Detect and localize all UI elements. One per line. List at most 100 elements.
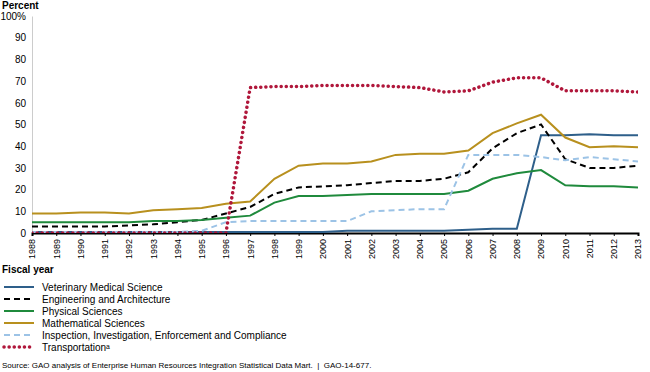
legend: Veterinary Medical ScienceEngineering an… <box>4 282 287 353</box>
plot-area: 0102030405060708090100%19881989199019911… <box>0 11 643 259</box>
x-tick-label: 1998 <box>270 239 280 259</box>
y-tick-label: 70 <box>15 76 27 87</box>
y-tick-label: 90 <box>15 32 27 43</box>
x-tick: 2011 <box>585 233 595 258</box>
legend-swatch <box>4 310 34 312</box>
legend-item: Engineering and Architecture <box>4 294 171 305</box>
series-line <box>32 78 638 233</box>
x-tick-label: 2005 <box>439 239 449 259</box>
x-tick: 2001 <box>343 233 353 259</box>
x-tick: 2013 <box>633 233 643 259</box>
y-tick-label: 20 <box>15 184 27 195</box>
y-tick-label: 50 <box>15 119 27 130</box>
x-tick-label: 1997 <box>246 239 256 259</box>
y-tick-label: 0 <box>20 228 26 239</box>
x-axis-title: Fiscal year <box>2 264 54 275</box>
y-tick: 20 <box>15 184 32 195</box>
x-tick: 2003 <box>391 233 401 259</box>
legend-label: Engineering and Architecture <box>42 294 171 305</box>
x-tick-label: 2004 <box>415 239 425 259</box>
x-tick-label: 2008 <box>512 239 522 259</box>
x-tick-mark <box>347 233 348 236</box>
y-axis-title: Percent <box>2 0 39 11</box>
x-tick-mark <box>396 233 397 236</box>
y-tick: 60 <box>15 98 32 109</box>
y-tick: 40 <box>15 141 32 152</box>
x-tick-label: 1993 <box>149 239 159 259</box>
y-tick-label: 100% <box>0 11 26 22</box>
series-line <box>32 170 638 222</box>
legend-label: Mathematical Sciences <box>42 318 145 329</box>
legend-item: Mathematical Sciences <box>4 318 145 329</box>
legend-swatch <box>4 298 34 300</box>
x-tick-mark <box>541 233 542 236</box>
x-tick: 2010 <box>561 233 571 259</box>
x-tick-mark <box>274 233 275 236</box>
x-tick-label: 2003 <box>391 239 401 259</box>
x-tick-label: 2000 <box>318 239 328 259</box>
x-tick: 2007 <box>488 233 498 259</box>
x-tick-label: 2001 <box>343 239 353 259</box>
x-tick: 1991 <box>100 233 110 259</box>
x-tick: 1993 <box>149 233 159 259</box>
x-tick-label: 1989 <box>52 239 62 259</box>
x-tick-label: 2007 <box>488 239 498 259</box>
legend-swatch <box>4 334 34 336</box>
series-line <box>32 155 638 232</box>
x-tick-mark <box>202 233 203 236</box>
legend-swatch <box>4 345 34 349</box>
x-tick: 2000 <box>318 233 328 259</box>
x-tick-mark <box>299 233 300 236</box>
x-tick-mark <box>444 233 445 236</box>
x-tick-label: 2013 <box>633 239 643 259</box>
x-tick-label: 1996 <box>221 239 231 259</box>
x-tick-label: 1990 <box>76 239 86 259</box>
x-tick-mark <box>153 233 154 236</box>
x-tick-mark <box>565 233 566 236</box>
x-tick-mark <box>371 233 372 236</box>
lines <box>32 78 638 233</box>
x-tick: 2012 <box>609 233 619 259</box>
x-tick: 2008 <box>512 233 522 259</box>
x-tick-mark <box>590 233 591 236</box>
source-note: Source: GAO analysis of Enterprise Human… <box>2 361 371 370</box>
x-tick: 1990 <box>76 233 86 259</box>
legend-item: Physical Sciences <box>4 306 123 317</box>
x-tick: 1996 <box>221 233 231 259</box>
x-tick-label: 2010 <box>561 239 571 259</box>
y-tick: 0 <box>20 228 32 239</box>
x-tick-mark <box>250 233 251 236</box>
x-tick-mark <box>129 233 130 236</box>
x-tick-mark <box>517 233 518 236</box>
x-tick-mark <box>226 233 227 236</box>
legend-item: Inspection, Investigation, Enforcement a… <box>4 330 287 341</box>
series-line <box>32 115 638 214</box>
y-tick-label: 60 <box>15 98 27 109</box>
x-axis-line <box>33 234 639 237</box>
y-tick-label: 10 <box>15 206 27 217</box>
x-tick: 1999 <box>294 233 304 259</box>
x-tick-label: 2011 <box>585 239 595 258</box>
x-tick-mark <box>177 233 178 236</box>
x-tick: 2004 <box>415 233 425 259</box>
chart: 0102030405060708090100%19881989199019911… <box>0 0 650 372</box>
x-axis: 1988198919901991199219931994199519961997… <box>27 233 643 259</box>
x-tick-mark <box>638 233 639 236</box>
x-tick-mark <box>420 233 421 236</box>
legend-label: Physical Sciences <box>42 306 123 317</box>
x-tick-label: 1995 <box>197 239 207 259</box>
x-tick: 2005 <box>439 233 449 259</box>
x-tick-label: 1994 <box>173 239 183 259</box>
x-tick-mark <box>105 233 106 236</box>
legend-swatch <box>4 286 34 288</box>
x-tick-label: 1999 <box>294 239 304 259</box>
x-tick: 1995 <box>197 233 207 259</box>
x-tick-label: 2006 <box>464 239 474 259</box>
y-tick: 100% <box>0 11 32 22</box>
y-tick: 30 <box>15 163 32 174</box>
y-axis-line <box>32 17 33 234</box>
y-tick: 10 <box>15 206 32 217</box>
legend-label: Transportationᵃ <box>42 342 110 353</box>
y-axis: 0102030405060708090100% <box>0 11 32 239</box>
legend-label: Veterinary Medical Science <box>42 282 163 293</box>
